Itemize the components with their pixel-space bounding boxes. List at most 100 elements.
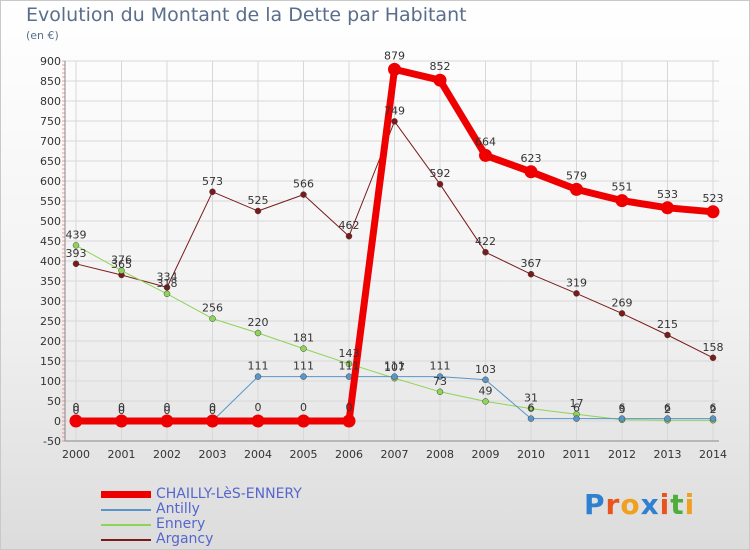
data-label-argancy: 566 [293, 178, 314, 191]
x-tick-label: 2008 [426, 448, 454, 461]
data-label-antilly: 6 [573, 402, 580, 415]
data-point-argancy [709, 354, 717, 362]
data-label-argancy: 319 [566, 276, 587, 289]
legend-swatch-ennery [101, 523, 151, 526]
data-label-argancy: 592 [430, 167, 451, 180]
y-tick-label: 450 [40, 235, 61, 248]
data-point-antilly [482, 376, 489, 384]
data-point-chailly-l-s-ennery [570, 182, 583, 196]
data-label-antilly: 0 [164, 404, 171, 417]
data-label-antilly: 6 [710, 402, 717, 415]
data-labels: 393 365 334 573 525 566 462 749 592 422 367 319 269 2… [66, 49, 724, 417]
data-label-ennery: 318 [157, 277, 178, 290]
data-point-argancy [618, 310, 626, 317]
data-label-argancy: 158 [703, 341, 724, 354]
data-label-ennery: 31 [524, 392, 538, 405]
data-point-argancy [209, 188, 216, 196]
proxiti-logo: Proxiti [584, 488, 695, 521]
data-point-ennery [436, 388, 444, 396]
x-tick-label: 2004 [244, 448, 272, 461]
data-label-chailly-l-s-ennery: 0 [346, 401, 353, 414]
logo-letter: i [684, 488, 696, 521]
data-point-argancy [300, 191, 307, 198]
data-point-ennery [163, 290, 171, 298]
grid [65, 60, 719, 442]
y-tick-label: 250 [40, 315, 61, 328]
data-point-chailly-l-s-ennery [206, 414, 219, 428]
data-label-argancy: 334 [157, 270, 178, 283]
data-label-ennery: 181 [293, 332, 314, 345]
data-label-antilly: 0 [209, 404, 216, 417]
data-point-ennery [482, 398, 489, 405]
logo-letter: P [584, 488, 606, 521]
data-label-ennery: 3 [619, 403, 626, 416]
data-point-chailly-l-s-ennery [342, 414, 356, 428]
y-tick-label: 100 [40, 375, 61, 388]
data-point-antilly [618, 415, 626, 422]
data-point-antilly [709, 415, 717, 422]
x-tick-label: 2014 [699, 448, 727, 461]
legend-label-argancy: Argancy [156, 531, 214, 547]
data-point-argancy [482, 248, 489, 256]
data-label-ennery: 49 [479, 384, 493, 397]
data-label-ennery: 256 [202, 302, 223, 315]
x-tick-label: 2010 [517, 448, 545, 461]
data-point-antilly [573, 415, 580, 422]
y-tick-label: 700 [40, 135, 61, 148]
data-point-chailly-l-s-ennery [524, 165, 538, 179]
data-point-antilly [664, 415, 671, 422]
legend-swatch-antilly [101, 508, 151, 511]
data-label-ennery: 376 [111, 254, 132, 267]
data-label-argancy: 365 [111, 258, 132, 271]
x-tick-label: 2011 [563, 448, 591, 461]
y-tick-label: 350 [40, 275, 61, 288]
data-point-argancy [436, 180, 444, 188]
data-label-ennery: 220 [248, 316, 269, 329]
data-label-ennery: 143 [339, 347, 360, 360]
data-point-antilly [436, 373, 444, 380]
data-label-ennery: 2 [710, 403, 717, 416]
x-tick-label: 2012 [608, 448, 636, 461]
data-label-argancy: 215 [657, 318, 678, 331]
data-point-argancy [664, 331, 671, 339]
data-point-chailly-l-s-ennery [661, 201, 674, 215]
data-point-argancy [254, 207, 262, 215]
data-label-argancy: 749 [384, 104, 405, 117]
data-label-antilly: 111 [248, 360, 269, 373]
data-label-argancy: 525 [248, 194, 269, 207]
series-group [69, 62, 720, 428]
data-point-chailly-l-s-ennery [297, 414, 310, 428]
y-tick-label: 0 [54, 415, 61, 428]
x-tick-label: 2009 [472, 448, 500, 461]
legend-swatch-argancy [101, 538, 151, 541]
legend-item-ennery: Ennery [101, 517, 302, 532]
y-tick-label: 200 [40, 335, 61, 348]
y-tick-label: 600 [40, 175, 61, 188]
data-label-ennery: 73 [433, 375, 447, 388]
legend-label-chailly: CHAILLY-LèS-ENNERY [156, 486, 302, 502]
chart-title: Evolution du Montant de la Dette par Hab… [26, 4, 467, 26]
data-point-antilly [300, 373, 307, 380]
data-label-chailly-l-s-ennery: 0 [255, 401, 262, 414]
data-point-ennery [300, 345, 307, 352]
data-label-argancy: 367 [521, 257, 542, 270]
x-tick-label: 2000 [62, 448, 90, 461]
y-tick-label: 800 [40, 95, 61, 108]
data-label-antilly: 103 [475, 363, 496, 376]
y-tick-label: 750 [40, 115, 61, 128]
data-label-ennery: 17 [570, 397, 584, 410]
data-point-argancy [345, 232, 353, 240]
data-point-argancy [163, 284, 171, 291]
chart-unit: (en €) [26, 29, 59, 42]
data-point-ennery [118, 267, 125, 274]
data-label-chailly-l-s-ennery: 852 [430, 60, 451, 73]
legend-item-argancy: Argancy [101, 532, 302, 547]
data-point-argancy [391, 118, 398, 125]
data-point-ennery [527, 405, 535, 412]
data-label-antilly: 0 [118, 404, 125, 417]
data-label-antilly: 6 [619, 402, 626, 415]
legend-item-antilly: Antilly [101, 502, 302, 517]
data-label-chailly-l-s-ennery: 551 [612, 181, 633, 194]
data-label-antilly: 111 [430, 360, 451, 373]
